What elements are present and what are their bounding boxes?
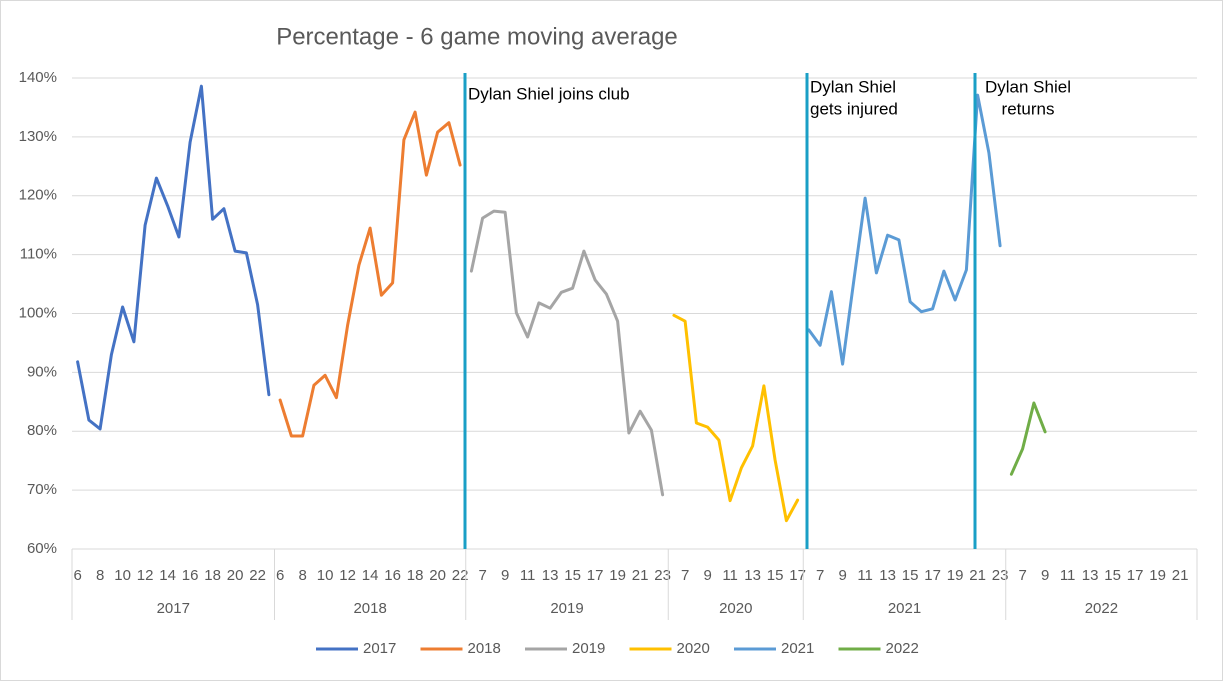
x-tick-label: 18 — [407, 567, 424, 584]
legend-label: 2019 — [572, 640, 605, 657]
legend-label: 2021 — [781, 640, 814, 657]
x-tick-label: 15 — [1104, 567, 1121, 584]
y-tick-label: 100% — [19, 304, 57, 321]
x-tick-label: 19 — [1149, 567, 1166, 584]
legend-label: 2017 — [363, 640, 396, 657]
group-label: 2018 — [353, 600, 386, 617]
x-tick-label: 21 — [969, 567, 986, 584]
x-tick-label: 16 — [182, 567, 199, 584]
x-tick-label: 16 — [384, 567, 401, 584]
x-tick-label: 17 — [789, 567, 806, 584]
x-tick-label: 22 — [249, 567, 266, 584]
group-label: 2022 — [1085, 600, 1118, 617]
x-tick-label: 6 — [276, 567, 284, 584]
x-tick-label: 21 — [632, 567, 649, 584]
annotation: Dylan Shiel — [985, 77, 1071, 96]
group-label: 2021 — [888, 600, 921, 617]
y-tick-label: 120% — [19, 187, 57, 204]
legend-label: 2018 — [468, 640, 501, 657]
x-tick-label: 10 — [114, 567, 131, 584]
x-tick-label: 8 — [96, 567, 104, 584]
y-tick-label: 110% — [20, 246, 57, 263]
x-tick-label: 11 — [520, 567, 536, 584]
x-tick-label: 17 — [924, 567, 941, 584]
x-tick-label: 8 — [298, 567, 306, 584]
series-line — [278, 110, 462, 438]
series-line — [469, 209, 665, 497]
x-tick-label: 20 — [429, 567, 446, 584]
x-tick-label: 6 — [73, 567, 81, 584]
x-tick-label: 9 — [1041, 567, 1049, 584]
x-tick-label: 20 — [227, 567, 244, 584]
annotation: Dylan Shiel joins club — [468, 84, 630, 103]
x-tick-label: 13 — [1082, 567, 1099, 584]
legend-label: 2020 — [677, 640, 710, 657]
x-tick-label: 11 — [1060, 567, 1076, 584]
series-line — [1009, 401, 1047, 476]
annotation: gets injured — [810, 99, 898, 118]
x-tick-label: 10 — [317, 567, 334, 584]
y-tick-label: 130% — [19, 128, 57, 145]
x-tick-label: 12 — [339, 567, 356, 584]
x-tick-label: 9 — [501, 567, 509, 584]
x-tick-label: 23 — [992, 567, 1009, 584]
x-tick-label: 7 — [816, 567, 824, 584]
group-label: 2017 — [157, 600, 190, 617]
y-tick-label: 80% — [27, 422, 57, 439]
x-tick-label: 19 — [947, 567, 964, 584]
chart-title: Percentage - 6 game moving average — [276, 23, 678, 50]
annotation: Dylan Shiel — [810, 77, 896, 96]
x-tick-label: 11 — [722, 567, 738, 584]
legend-label: 2022 — [886, 640, 919, 657]
x-tick-label: 13 — [879, 567, 896, 584]
y-tick-label: 60% — [27, 540, 57, 557]
x-tick-label: 7 — [681, 567, 689, 584]
group-label: 2019 — [550, 600, 583, 617]
series-line — [672, 313, 800, 523]
group-label: 2020 — [719, 600, 752, 617]
x-tick-label: 21 — [1172, 567, 1189, 584]
y-tick-label: 90% — [27, 363, 57, 380]
x-tick-label: 9 — [703, 567, 711, 584]
x-tick-label: 14 — [159, 567, 176, 584]
x-tick-label: 14 — [362, 567, 379, 584]
x-tick-label: 11 — [857, 567, 873, 584]
x-tick-label: 23 — [654, 567, 671, 584]
x-tick-label: 17 — [587, 567, 604, 584]
x-tick-label: 15 — [767, 567, 784, 584]
x-tick-label: 13 — [744, 567, 761, 584]
x-tick-label: 15 — [902, 567, 919, 584]
y-tick-label: 140% — [19, 69, 57, 86]
x-tick-label: 22 — [452, 567, 469, 584]
x-tick-label: 18 — [204, 567, 221, 584]
x-tick-label: 7 — [478, 567, 486, 584]
x-tick-label: 12 — [137, 567, 154, 584]
x-tick-label: 15 — [564, 567, 581, 584]
x-tick-label: 13 — [542, 567, 559, 584]
x-tick-label: 17 — [1127, 567, 1144, 584]
x-tick-label: 7 — [1018, 567, 1026, 584]
annotation: returns — [1002, 99, 1055, 118]
x-tick-label: 19 — [609, 567, 626, 584]
series-line — [76, 84, 271, 431]
y-tick-label: 70% — [27, 481, 57, 498]
series-line — [807, 93, 1002, 366]
x-tick-label: 9 — [838, 567, 846, 584]
